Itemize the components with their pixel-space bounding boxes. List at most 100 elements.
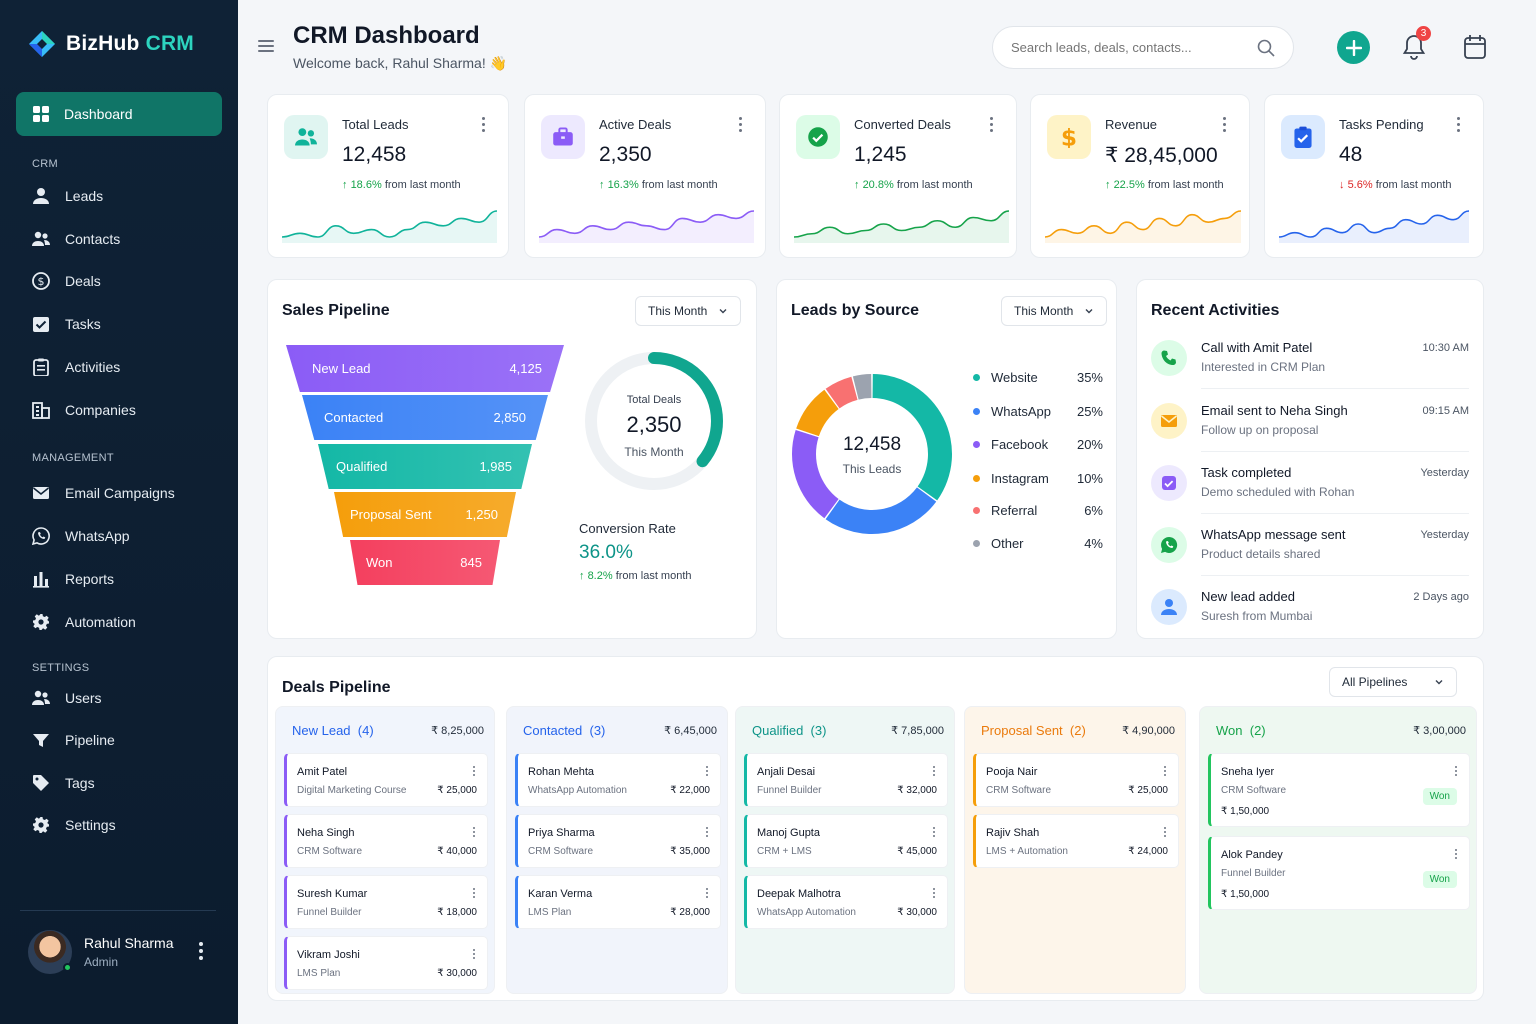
card-menu-kebab-icon[interactable] [990,117,994,135]
sidebar-item-leads[interactable]: Leads [32,187,103,205]
add-new-button[interactable] [1337,31,1370,64]
deal-card[interactable]: Pooja Nair CRM Software ₹ 25,000 [973,753,1179,807]
sidebar-item-contacts[interactable]: Contacts [32,230,120,248]
activity-item[interactable]: Task completed Demo scheduled with Rohan… [1151,465,1469,517]
user-menu-kebab-icon[interactable] [199,942,203,960]
column-title[interactable]: Qualified (3) [752,723,826,738]
funnel-stage-won[interactable]: Won 845 [350,540,500,585]
deal-menu-kebab-icon[interactable] [1455,849,1458,861]
donut-slice[interactable] [796,389,839,437]
sidebar-item-reports[interactable]: Reports [32,570,114,588]
deal-card[interactable]: Vikram Joshi LMS Plan ₹ 30,000 [284,936,488,990]
deal-menu-kebab-icon[interactable] [1164,827,1167,839]
donut-slice[interactable] [852,374,872,400]
funnel-stage-contacted[interactable]: Contacted 2,850 [302,395,548,440]
deal-menu-kebab-icon[interactable] [473,766,476,778]
sidebar-item-activities[interactable]: Activities [32,358,120,376]
sidebar-item-deals[interactable]: $ Deals [32,272,101,290]
deal-product: CRM + LMS [757,846,812,857]
user-profile[interactable]: Rahul Sharma Admin [28,930,174,974]
funnel-stage-proposal-sent[interactable]: Proposal Sent 1,250 [334,492,516,537]
deal-card[interactable]: Suresh Kumar Funnel Builder ₹ 18,000 [284,875,488,929]
deal-card[interactable]: Amit Patel Digital Marketing Course ₹ 25,0… [284,753,488,807]
funnel-stage-qualified[interactable]: Qualified 1,985 [318,444,532,489]
activity-item[interactable]: Email sent to Neha Singh Follow up on pr… [1151,403,1469,455]
donut-slice[interactable] [825,487,937,534]
deal-card[interactable]: Manoj Gupta CRM + LMS ₹ 45,000 [744,814,948,868]
deal-menu-kebab-icon[interactable] [706,827,709,839]
stat-card-active-deals[interactable]: Active Deals 2,350 ↑ 16.3% from last mon… [524,94,766,258]
deal-menu-kebab-icon[interactable] [473,949,476,961]
deal-card[interactable]: Anjali Desai Funnel Builder ₹ 32,000 [744,753,948,807]
search-icon[interactable] [1257,39,1275,57]
activity-item[interactable]: Call with Amit Patel Interested in CRM P… [1151,340,1469,392]
column-count: (2) [1249,723,1266,738]
deal-menu-kebab-icon[interactable] [1164,766,1167,778]
column-title[interactable]: Proposal Sent (2) [981,723,1086,738]
deal-card[interactable]: Neha Singh CRM Software ₹ 40,000 [284,814,488,868]
won-status-badge: Won [1422,871,1457,888]
card-menu-kebab-icon[interactable] [482,117,486,135]
sidebar-item-settings[interactable]: Settings [32,816,116,834]
donut-slice[interactable] [872,374,952,501]
sidebar-item-tasks[interactable]: Tasks [32,315,101,333]
calendar-icon[interactable] [1463,34,1487,60]
search-input[interactable] [1011,40,1241,55]
deal-card[interactable]: Sneha Iyer CRM Software ₹ 1,50,000 Won [1208,753,1470,827]
donut-slice[interactable] [825,376,858,409]
deal-card[interactable]: Rajiv Shah LMS + Automation ₹ 24,000 [973,814,1179,868]
sidebar-item-tags[interactable]: Tags [32,774,95,792]
deal-card[interactable]: Karan Verma LMS Plan ₹ 28,000 [515,875,721,929]
search-bar[interactable] [992,26,1294,69]
legend-dot [973,374,980,381]
deal-menu-kebab-icon[interactable] [706,888,709,900]
deal-card[interactable]: Priya Sharma CRM Software ₹ 35,000 [515,814,721,868]
stat-card-tasks-pending[interactable]: Tasks Pending 48 ↓ 5.6% from last month [1264,94,1484,258]
activity-item[interactable]: New lead added Suresh from Mumbai 2 Days… [1151,589,1469,641]
sidebar-item-automation[interactable]: Automation [32,613,136,631]
deal-menu-kebab-icon[interactable] [933,888,936,900]
stat-card-revenue[interactable]: $ Revenue ₹ 28,45,000 ↑ 22.5% from last … [1030,94,1250,258]
deal-menu-kebab-icon[interactable] [706,766,709,778]
deal-name: Pooja Nair [986,766,1038,778]
pipeline-period-dropdown[interactable]: This Month [635,296,741,326]
sidebar-item-dashboard[interactable]: Dashboard [16,92,222,136]
column-title[interactable]: Contacted (3) [523,723,605,738]
deal-card[interactable]: Deepak Malhotra WhatsApp Automation ₹ 30,0… [744,875,948,929]
deal-card[interactable]: Alok Pandey Funnel Builder ₹ 1,50,000 Won [1208,836,1470,910]
sidebar-item-users[interactable]: Users [32,689,102,707]
legend-item-other: Other 4% [973,536,1103,551]
sources-period-dropdown[interactable]: This Month [1001,296,1107,326]
divider [1201,513,1469,514]
legend-item-referral: Referral 6% [973,503,1103,518]
activity-item[interactable]: WhatsApp message sent Product details sh… [1151,527,1469,579]
conversion-value: 36.0% [579,542,633,563]
card-menu-kebab-icon[interactable] [1457,117,1461,135]
brand-logo[interactable]: BizHub CRM [28,30,194,58]
trend-suffix: from last month [384,179,461,191]
sidebar-item-pipeline[interactable]: Pipeline [32,731,115,749]
sparkline-area [282,211,497,243]
donut-slice[interactable] [792,430,839,519]
sidebar-item-companies[interactable]: Companies [32,401,136,419]
stat-card-total-leads[interactable]: Total Leads 12,458 ↑ 18.6% from last mon… [267,94,509,258]
deal-menu-kebab-icon[interactable] [473,827,476,839]
deal-menu-kebab-icon[interactable] [473,888,476,900]
svg-text:$: $ [38,275,45,288]
funnel-stage-new-lead[interactable]: New Lead 4,125 [286,345,564,392]
column-title[interactable]: Won (2) [1216,723,1266,738]
total-deals-donut [585,352,723,490]
card-menu-kebab-icon[interactable] [1223,117,1227,135]
stat-card-converted-deals[interactable]: Converted Deals 1,245 ↑ 20.8% from last … [779,94,1017,258]
deal-card[interactable]: Rohan Mehta WhatsApp Automation ₹ 22,000 [515,753,721,807]
deal-menu-kebab-icon[interactable] [933,827,936,839]
sidebar-item-whatsapp[interactable]: WhatsApp [32,527,130,545]
stat-trend: ↑ 18.6% from last month [342,179,461,191]
column-title[interactable]: New Lead (4) [292,723,374,738]
menu-toggle-icon[interactable] [258,40,274,52]
sidebar-item-email-campaigns[interactable]: Email Campaigns [32,484,175,502]
deal-menu-kebab-icon[interactable] [1455,766,1458,778]
card-menu-kebab-icon[interactable] [739,117,743,135]
pipeline-filter-dropdown[interactable]: All Pipelines [1329,667,1457,697]
deal-menu-kebab-icon[interactable] [933,766,936,778]
